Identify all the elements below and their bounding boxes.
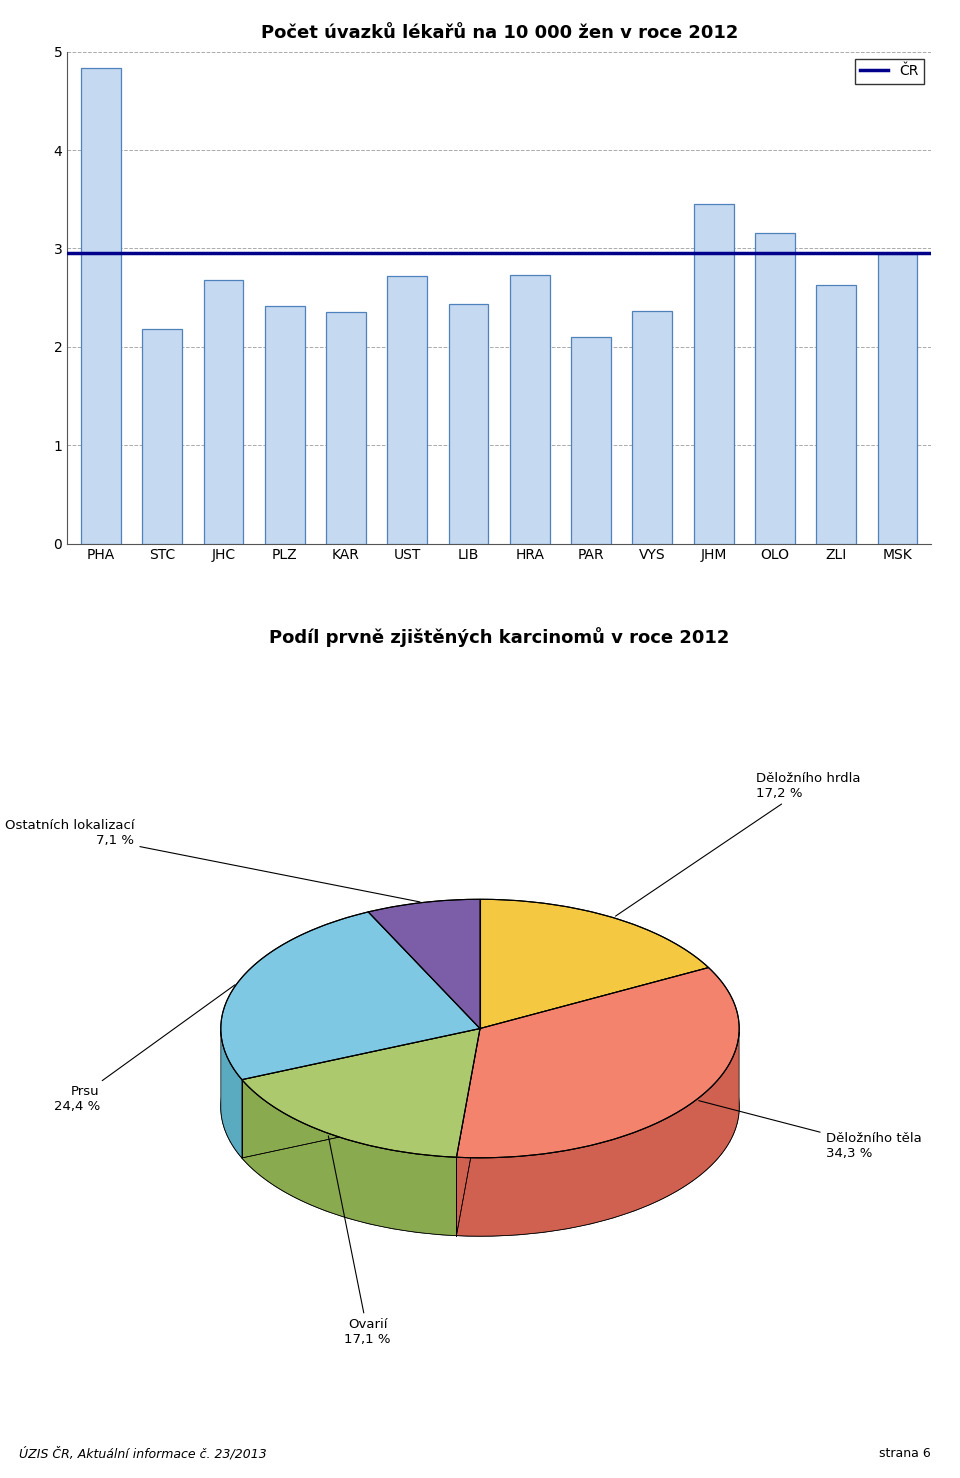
Ellipse shape — [221, 977, 739, 1236]
Polygon shape — [221, 912, 480, 1079]
Title: Podíl prvně zjištěných karcinomů v roce 2012: Podíl prvně zjištěných karcinomů v roce … — [269, 627, 730, 646]
Polygon shape — [369, 899, 480, 1029]
Bar — [204, 279, 244, 544]
Text: Děložního hrdla
17,2 %: Děložního hrdla 17,2 % — [615, 772, 861, 916]
Bar — [448, 303, 489, 544]
Polygon shape — [480, 899, 708, 1029]
Bar — [142, 330, 182, 544]
Bar — [510, 275, 550, 544]
Bar — [388, 276, 427, 544]
Bar — [877, 254, 918, 544]
Bar — [816, 285, 856, 544]
Polygon shape — [221, 1032, 242, 1157]
Text: Ovarií
17,1 %: Ovarií 17,1 % — [328, 1137, 391, 1346]
Legend: ČR: ČR — [855, 59, 924, 84]
Text: Ostatních lokalizací
7,1 %: Ostatních lokalizací 7,1 % — [5, 819, 420, 902]
Title: Počet úvazků lékařů na 10 000 žen v roce 2012: Počet úvazků lékařů na 10 000 žen v roce… — [260, 24, 738, 41]
Text: ÚZIS ČR, Aktuální informace č. 23/2013: ÚZIS ČR, Aktuální informace č. 23/2013 — [19, 1447, 267, 1460]
Bar — [755, 232, 795, 544]
Bar — [326, 312, 366, 544]
Text: strana 6: strana 6 — [879, 1447, 931, 1460]
Polygon shape — [456, 968, 739, 1157]
Polygon shape — [242, 1079, 456, 1236]
Bar — [81, 68, 121, 544]
Polygon shape — [242, 1029, 480, 1157]
Text: Děložního těla
34,3 %: Děložního těla 34,3 % — [699, 1101, 922, 1160]
Bar — [571, 337, 611, 544]
Text: Prsu
24,4 %: Prsu 24,4 % — [54, 984, 235, 1113]
Bar — [694, 204, 733, 544]
Polygon shape — [456, 1032, 739, 1236]
Bar — [633, 312, 672, 544]
Bar — [265, 306, 304, 544]
